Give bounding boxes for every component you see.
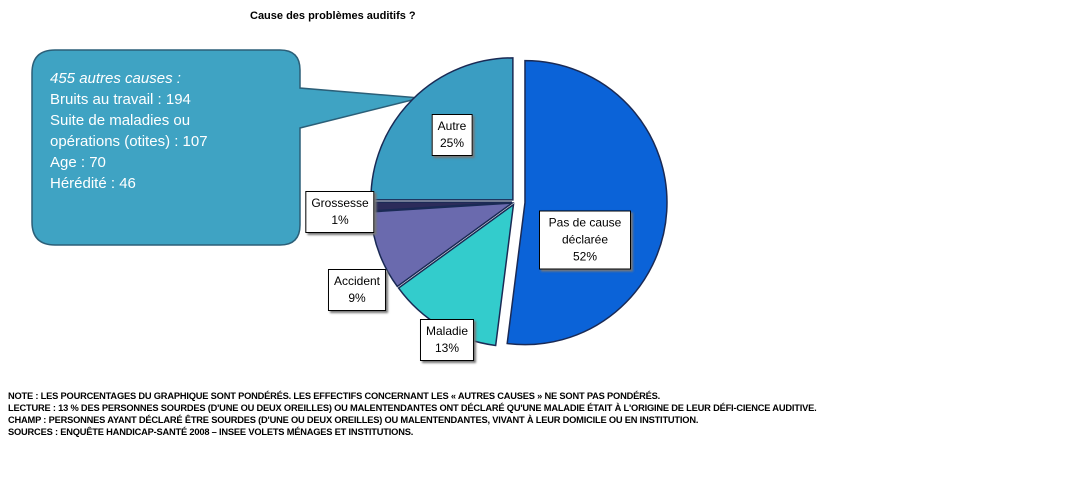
slice-label: Grossesse 1% xyxy=(305,191,375,233)
slice-value: 13% xyxy=(434,341,460,355)
pie-slice xyxy=(506,59,668,346)
callout-line: Bruits au travail : 194 xyxy=(50,91,191,108)
slice-label: Accident 9% xyxy=(327,269,387,311)
pie xyxy=(369,57,668,347)
callout-line: Hérédité : 46 xyxy=(50,175,136,192)
note-line: SOURCES : ENQUÊTE HANDICAP-SANTÉ 2008 – … xyxy=(8,427,414,437)
slice-value: 25% xyxy=(439,136,465,150)
callout-line: opérations (otites) : 107 xyxy=(50,133,208,150)
notes: NOTE : LES POURCENTAGES DU GRAPHIQUE SON… xyxy=(8,390,1063,438)
slice-label: Autre 25% xyxy=(431,114,473,156)
slice-name: Autre xyxy=(437,119,467,133)
callout-bubble xyxy=(31,49,421,246)
slice-label: Pas de cause déclarée 52% xyxy=(539,210,631,270)
note-line: LECTURE : 13 % DES PERSONNES SOURDES (D'… xyxy=(8,403,817,413)
slice-value: 9% xyxy=(348,291,366,305)
slice-name: Accident xyxy=(333,274,381,288)
slice-label: Maladie 13% xyxy=(419,319,475,361)
slice-name: Maladie xyxy=(425,324,469,338)
callout-text: 455 autres causes : Bruits au travail : 1… xyxy=(50,68,208,194)
slice-name: Grossesse xyxy=(311,196,369,210)
callout-line: Age : 70 xyxy=(50,154,106,171)
callout-line: 455 autres causes : xyxy=(50,70,181,87)
slice-value: 1% xyxy=(331,213,349,227)
slice-value: 52% xyxy=(572,249,598,264)
slice-name: Pas de cause déclarée xyxy=(548,215,622,247)
note-line: CHAMP : PERSONNES AYANT DÉCLARÉ ÊTRE SOU… xyxy=(8,415,699,425)
callout-line: Suite de maladies ou xyxy=(50,112,191,129)
note-line: NOTE : LES POURCENTAGES DU GRAPHIQUE SON… xyxy=(8,391,660,401)
chart-title: Cause des problèmes auditifs ? xyxy=(250,10,416,22)
